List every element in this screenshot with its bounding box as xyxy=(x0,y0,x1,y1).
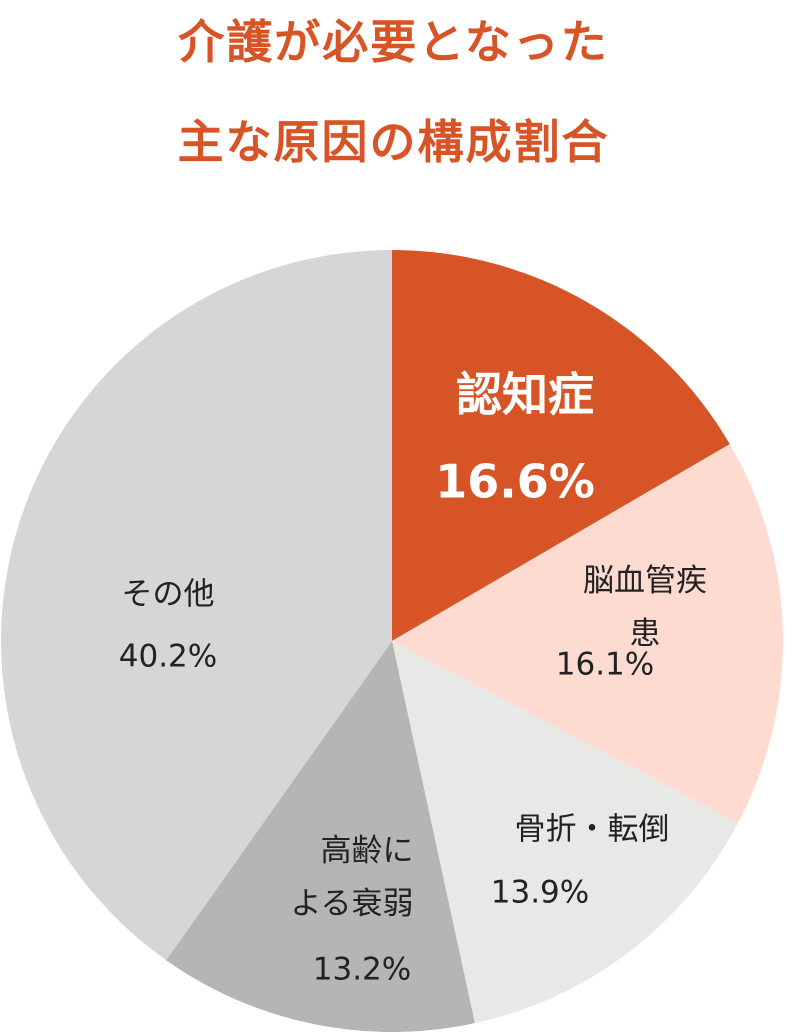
value-label: 16.6% xyxy=(435,454,595,509)
value-label: 40.2% xyxy=(118,638,218,675)
slice-label: 認知症 xyxy=(456,367,594,422)
chart-title: 介護が必要となった 主な原因の構成割合 xyxy=(177,15,610,169)
pie-slice xyxy=(0,250,393,961)
slice-label: 骨折・転倒 xyxy=(514,811,670,848)
value-label: 16.1% xyxy=(555,646,655,683)
pie-slice xyxy=(392,250,730,641)
pie-slice xyxy=(392,641,739,1024)
value-label: 13.2% xyxy=(312,951,412,988)
slice-label: その他 xyxy=(121,576,215,613)
pie-slice xyxy=(392,444,783,823)
pie-slice xyxy=(166,641,475,1032)
slice-label: 脳血管疾患 xyxy=(583,563,707,652)
value-label: 13.9% xyxy=(490,874,590,911)
slice-label: 高齢に よる衰弱 xyxy=(290,833,414,922)
